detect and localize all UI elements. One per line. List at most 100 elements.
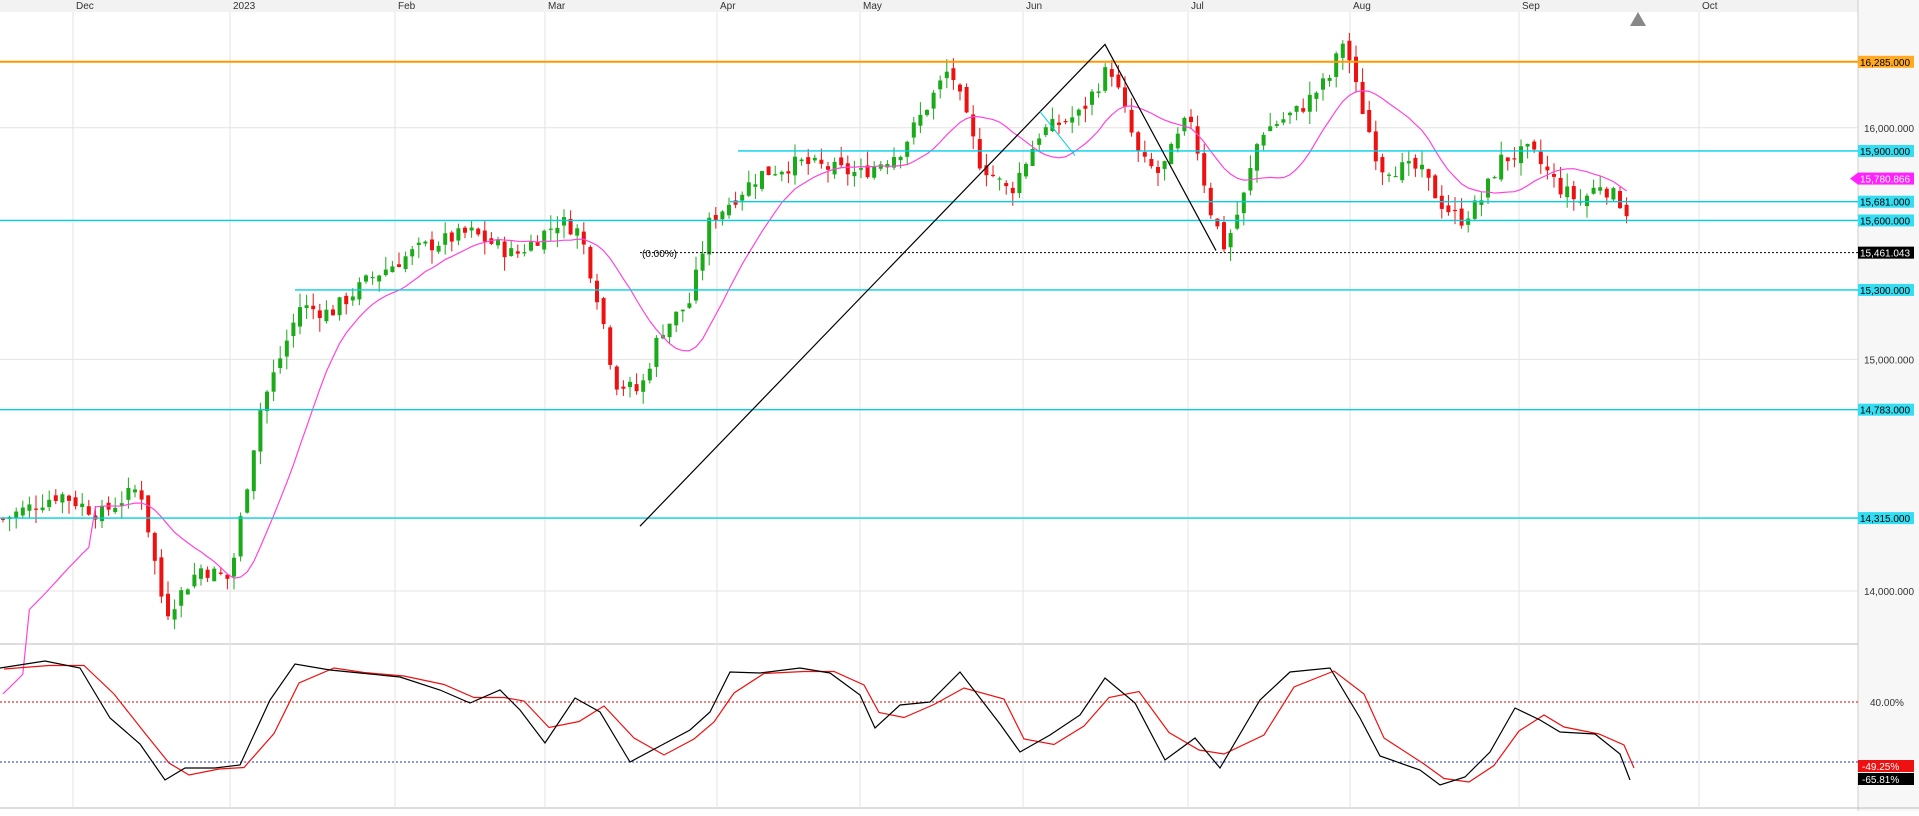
candle-down: [845, 163, 850, 175]
candle-down: [984, 165, 989, 176]
candle-down: [1459, 208, 1464, 226]
time-marker-icon[interactable]: [1630, 12, 1646, 26]
candle-up: [278, 358, 283, 368]
x-tick-label: Dec: [76, 1, 94, 12]
candle-down: [1558, 177, 1563, 195]
y-axis-ticks: 16,000.000 15,000.000 14,000.000: [0, 124, 1914, 598]
candle-down: [86, 506, 91, 515]
level-label-box: [1858, 214, 1914, 227]
candle-up: [680, 309, 685, 312]
candle-up: [1400, 162, 1405, 181]
candle-up: [1387, 174, 1391, 176]
candle-down: [1010, 187, 1015, 194]
candle-up: [1492, 177, 1497, 179]
candle-up: [1235, 214, 1240, 229]
candle-up: [700, 253, 705, 271]
candle-up: [562, 217, 566, 226]
candle-up: [212, 568, 217, 582]
candle-down: [67, 495, 71, 501]
candle-down: [1367, 110, 1372, 133]
candle-up: [1585, 195, 1589, 207]
candle-up: [192, 574, 197, 587]
candle-up: [667, 323, 672, 338]
candle-down: [317, 310, 322, 319]
candle-down: [1142, 152, 1147, 157]
candle-up: [779, 171, 784, 175]
candle-down: [1195, 126, 1200, 154]
candle-down: [733, 200, 738, 205]
candle-up: [179, 590, 184, 606]
candle-up: [1479, 200, 1484, 205]
level-label: 15,900.000: [1860, 147, 1910, 158]
candle-down: [1360, 82, 1365, 114]
level-label-box: [1858, 195, 1914, 208]
candle-up: [641, 380, 646, 392]
candle-up: [1241, 192, 1246, 214]
level-label-box: [1858, 246, 1914, 259]
candle-up: [443, 233, 448, 245]
candle-down: [568, 218, 573, 235]
drawn-pattern-lines[interactable]: [639, 43, 1217, 527]
candle-up: [674, 311, 679, 326]
candle-down: [1604, 188, 1609, 198]
drawn-channel-segment[interactable]: [1039, 111, 1076, 156]
candle-up: [1182, 117, 1187, 132]
candle-up: [416, 242, 421, 246]
candle-down: [463, 227, 467, 233]
candle-down: [1354, 56, 1358, 83]
candle-up: [1340, 43, 1345, 58]
candle-down: [806, 157, 811, 165]
candle-down: [1446, 205, 1451, 213]
candle-up: [40, 507, 45, 511]
candle-up: [1076, 109, 1081, 116]
candle-down: [1136, 132, 1141, 152]
candle-down: [159, 557, 164, 597]
candle-down: [1063, 121, 1068, 123]
candle-down: [1618, 191, 1622, 209]
candle-up: [364, 275, 368, 282]
candle-up: [522, 252, 527, 254]
candle-up: [1037, 138, 1042, 145]
candle-down: [311, 305, 316, 310]
candle-down: [331, 309, 335, 316]
level-label: 15,300.000: [1860, 286, 1910, 297]
candle-up: [1472, 200, 1477, 219]
candle-up: [370, 277, 375, 279]
candle-up: [20, 507, 25, 516]
candle-up: [423, 241, 428, 244]
candle-up: [654, 337, 659, 367]
candle-up: [1103, 67, 1108, 91]
candle-up: [905, 141, 910, 157]
candle-up: [647, 368, 652, 381]
candle-up: [859, 168, 863, 170]
level-label: 15,461.043: [1860, 249, 1910, 260]
candle-up: [509, 248, 514, 257]
candle-down: [1301, 108, 1306, 112]
candle-down: [1380, 157, 1385, 173]
oscillator-pane: 40.00% -49.25% -65.81%: [0, 660, 1914, 786]
candle-up: [251, 450, 256, 492]
level-label-box: [1858, 403, 1914, 416]
candle-up: [410, 249, 415, 257]
candle-up: [436, 245, 441, 252]
candle-up: [1486, 178, 1490, 198]
candle-down: [614, 366, 619, 390]
candle-up: [898, 156, 903, 161]
candle-up: [1565, 186, 1570, 198]
candle-up: [628, 381, 632, 388]
candle-up: [1307, 94, 1312, 112]
candle-down: [977, 139, 982, 169]
candle-up: [456, 228, 461, 241]
candle-up: [298, 307, 302, 327]
candle-down: [139, 490, 144, 500]
candle-down: [1453, 209, 1457, 212]
candle-up: [1169, 143, 1174, 165]
candle-up: [271, 372, 276, 392]
oscillator-end-label-box: [1858, 760, 1914, 772]
pattern-annotation: (0.00%): [642, 249, 677, 260]
candle-up: [469, 227, 474, 231]
x-tick-label: Oct: [1702, 1, 1718, 12]
candle-up: [47, 499, 52, 508]
